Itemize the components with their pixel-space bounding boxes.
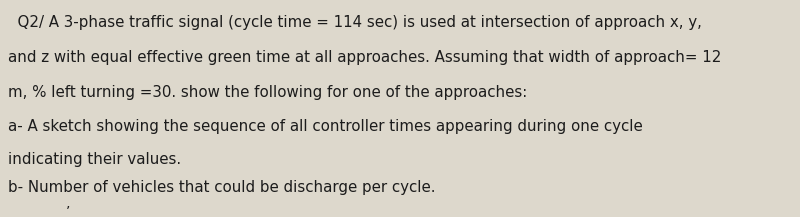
Text: m, % left turning =30. show the following for one of the approaches:: m, % left turning =30. show the followin…: [8, 85, 527, 100]
Text: b- Number of vehicles that could be discharge per cycle.: b- Number of vehicles that could be disc…: [8, 180, 435, 195]
Text: Q2/ A 3-phase traffic signal (cycle time = 114 sec) is used at intersection of a: Q2/ A 3-phase traffic signal (cycle time…: [8, 15, 702, 30]
Text: a- A sketch showing the sequence of all controller times appearing during one cy: a- A sketch showing the sequence of all …: [8, 119, 642, 135]
Text: indicating their values.: indicating their values.: [8, 152, 181, 167]
Text: ’: ’: [66, 205, 70, 217]
Text: and z with equal effective green time at all approaches. Assuming that width of : and z with equal effective green time at…: [8, 50, 722, 65]
